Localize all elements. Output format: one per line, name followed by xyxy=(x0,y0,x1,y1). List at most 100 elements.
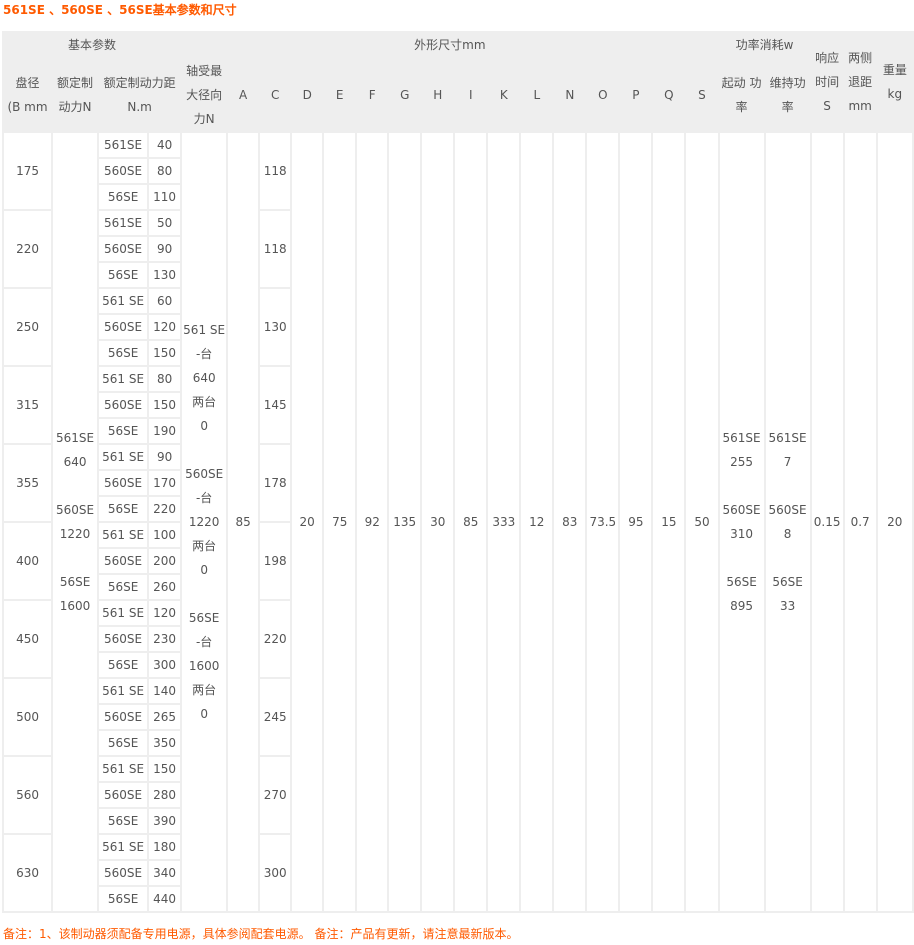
page-title: 561SE 、560SE 、56SE基本参数和尺寸 xyxy=(3,3,237,17)
model-cell: 561 SE xyxy=(99,289,148,313)
dim-C-cell: 118 xyxy=(260,133,291,209)
torque-cell: 260 xyxy=(149,575,181,599)
model-cell: 561 SE xyxy=(99,367,148,391)
dim-E-cell: 75 xyxy=(324,133,356,911)
model-cell: 56SE xyxy=(99,341,148,365)
header-dim-L: L xyxy=(521,59,553,131)
header-braking-force: 额定制 动力N xyxy=(53,59,98,131)
footnote: 备注：1、该制动器须配备专用电源，具体参阅配套电源。 备注：产品有更新，请注意最… xyxy=(3,927,519,941)
dim-C-cell: 300 xyxy=(260,835,291,911)
model-cell: 56SE xyxy=(99,263,148,287)
model-cell: 561 SE xyxy=(99,757,148,781)
header-dim-A: A xyxy=(228,59,259,131)
start-power-cell: 561SE 255 560SE 310 56SE 895 xyxy=(719,133,764,911)
model-cell: 56SE xyxy=(99,809,148,833)
table-row: 560SE 340 xyxy=(4,861,912,885)
dim-P-cell: 95 xyxy=(620,133,652,911)
header-dim-N: N xyxy=(554,59,586,131)
model-cell: 560SE xyxy=(99,705,148,729)
dim-F-cell: 92 xyxy=(357,133,388,911)
dim-L-cell: 12 xyxy=(521,133,553,911)
header-response-time: 响应 时间S xyxy=(811,33,843,131)
table-row: 560SE 150 xyxy=(4,393,912,417)
header-dim-F: F xyxy=(357,59,388,131)
torque-cell: 350 xyxy=(149,731,181,755)
dim-K-cell: 333 xyxy=(488,133,520,911)
model-cell: 561 SE xyxy=(99,601,148,625)
model-cell: 561SE xyxy=(99,211,148,235)
torque-cell: 100 xyxy=(149,523,181,547)
header-disc-diameter: 盘径 (B mm xyxy=(4,59,52,131)
header-dim-O: O xyxy=(587,59,619,131)
torque-cell: 90 xyxy=(149,445,181,469)
table-row: 355 561 SE 90 178 xyxy=(4,445,912,521)
disc-diameter-cell: 220 xyxy=(4,211,52,287)
torque-cell: 180 xyxy=(149,835,181,859)
model-cell: 560SE xyxy=(99,783,148,807)
dim-A-cell: 85 xyxy=(228,133,259,911)
table-row: 630 561 SE 180 300 xyxy=(4,835,912,911)
hold-power-cell: 561SE 7 560SE 8 56SE 33 xyxy=(765,133,810,911)
table-row: 56SE 150 xyxy=(4,341,912,365)
model-cell: 561SE xyxy=(99,133,148,157)
torque-cell: 50 xyxy=(149,211,181,235)
torque-cell: 150 xyxy=(149,757,181,781)
model-cell: 560SE xyxy=(99,237,148,261)
dim-N-cell: 83 xyxy=(554,133,586,911)
model-cell: 560SE xyxy=(99,393,148,417)
disc-diameter-cell: 560 xyxy=(4,757,52,833)
disc-diameter-cell: 355 xyxy=(4,445,52,521)
header-dim-S: S xyxy=(686,59,718,131)
header-dim-G: G xyxy=(389,59,421,131)
header-weight: 重量 kg xyxy=(877,33,912,131)
dim-D-cell: 20 xyxy=(292,133,323,911)
torque-cell: 265 xyxy=(149,705,181,729)
torque-cell: 150 xyxy=(149,393,181,417)
torque-cell: 60 xyxy=(149,289,181,313)
table-row: 560SE 90 xyxy=(4,237,912,261)
table-row: 315 561 SE 80 145 xyxy=(4,367,912,443)
model-cell: 56SE xyxy=(99,731,148,755)
torque-cell: 300 xyxy=(149,653,181,677)
table-row: 220 561SE 50 118 xyxy=(4,211,912,287)
dim-Q-cell: 15 xyxy=(653,133,685,911)
model-cell: 56SE xyxy=(99,653,148,677)
model-cell: 560SE xyxy=(99,549,148,573)
model-cell: 56SE xyxy=(99,887,148,911)
dim-I-cell: 85 xyxy=(455,133,487,911)
torque-cell: 200 xyxy=(149,549,181,573)
model-cell: 56SE xyxy=(99,419,148,443)
table-row: 450 561 SE 120 220 xyxy=(4,601,912,677)
model-cell: 561 SE xyxy=(99,679,148,703)
header-dim-Q: Q xyxy=(653,59,685,131)
header-dim-I: I xyxy=(455,59,487,131)
table-row: 56SE 260 xyxy=(4,575,912,599)
disc-diameter-cell: 175 xyxy=(4,133,52,209)
table-row: 56SE 390 xyxy=(4,809,912,833)
torque-cell: 140 xyxy=(149,679,181,703)
dim-C-cell: 270 xyxy=(260,757,291,833)
dim-C-cell: 198 xyxy=(260,523,291,599)
header-power: 功率消耗w xyxy=(719,33,810,57)
braking-force-cell: 561SE 640 560SE 1220 56SE 1600 xyxy=(53,133,98,911)
table-row: 560SE 120 xyxy=(4,315,912,339)
torque-cell: 280 xyxy=(149,783,181,807)
model-cell: 561 SE xyxy=(99,523,148,547)
torque-cell: 80 xyxy=(149,159,181,183)
torque-cell: 220 xyxy=(149,497,181,521)
model-cell: 560SE xyxy=(99,159,148,183)
table-row: 400 561 SE 100 198 xyxy=(4,523,912,599)
torque-cell: 40 xyxy=(149,133,181,157)
table-row: 250 561 SE 60 130 xyxy=(4,289,912,365)
dim-C-cell: 245 xyxy=(260,679,291,755)
model-cell: 56SE xyxy=(99,185,148,209)
model-cell: 561 SE xyxy=(99,445,148,469)
table-row: 560SE 280 xyxy=(4,783,912,807)
dim-G-cell: 135 xyxy=(389,133,421,911)
header-hold-power: 维持功 率 xyxy=(765,59,810,131)
table-row: 56SE 130 xyxy=(4,263,912,287)
dim-H-cell: 30 xyxy=(422,133,454,911)
disc-diameter-cell: 400 xyxy=(4,523,52,599)
table-row: 56SE 110 xyxy=(4,185,912,209)
header-dim-E: E xyxy=(324,59,356,131)
